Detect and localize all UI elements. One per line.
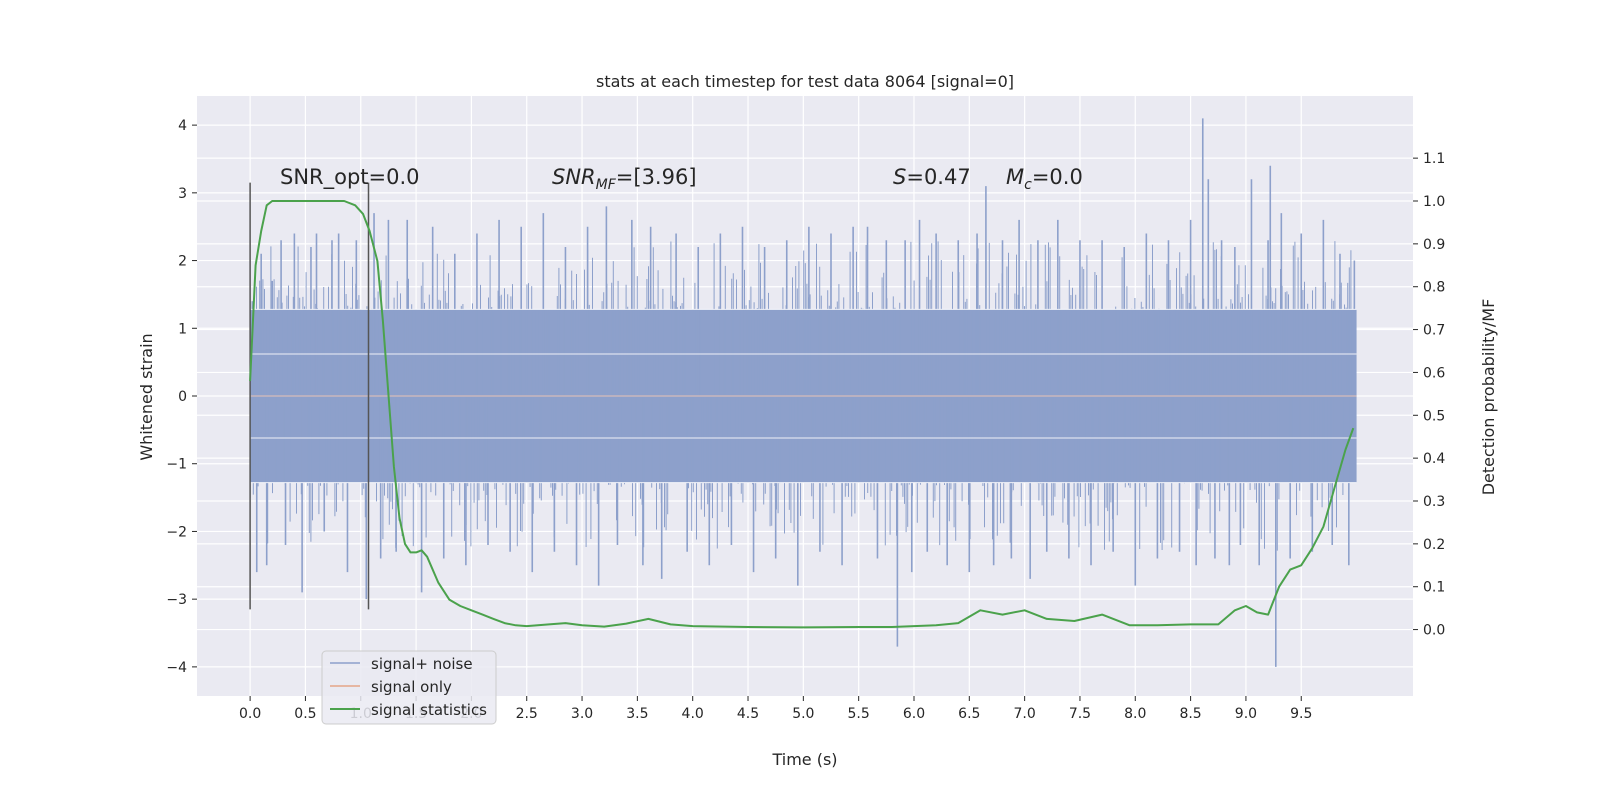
y-tick-label: −4	[166, 660, 187, 676]
y2-tick-label: 0.8	[1423, 280, 1445, 296]
x-tick-label: 4.5	[737, 706, 759, 722]
y2-tick-label: 0.9	[1423, 237, 1445, 253]
x-tick-label: 8.5	[1179, 706, 1201, 722]
y-axis-label: Whitened strain	[137, 333, 156, 460]
noise-series	[249, 118, 1357, 667]
x-tick-label: 9.5	[1290, 706, 1312, 722]
y2-tick-label: 1.1	[1423, 151, 1445, 167]
snr-mf-annotation: SNRMF=[3.96]	[552, 165, 697, 193]
snr-mf-value: =[3.96]	[616, 165, 697, 189]
x-tick-label: 6.5	[958, 706, 980, 722]
y2-axis-label: Detection probability/MF	[1479, 299, 1498, 496]
legend: signal+ noise signal only signal statist…	[321, 650, 497, 725]
snr-mf-sub: MF	[596, 177, 617, 193]
statistics-series	[249, 200, 1355, 629]
x-tick-label: 3.0	[571, 706, 593, 722]
legend-label-noise: signal+ noise	[371, 655, 473, 673]
y-tick-label: −3	[166, 592, 187, 608]
x-axis-label: Time (s)	[771, 750, 837, 769]
mc-sub: c	[1024, 177, 1032, 193]
y-tick-label: 0	[178, 389, 187, 405]
x-tick-label: 5.0	[792, 706, 814, 722]
y2-tick-label: 1.0	[1423, 194, 1445, 210]
x-tick-label: 0.5	[294, 706, 316, 722]
x-tick-label: 2.5	[516, 706, 538, 722]
s-annotation: S=0.47	[893, 165, 971, 189]
mc-annotation: Mc=0.0	[1006, 165, 1083, 193]
signal-statistics-line	[249, 200, 1355, 629]
y2-tick-label: 0.6	[1423, 365, 1445, 381]
s-value: =0.47	[906, 165, 970, 189]
y-tick-label: 2	[178, 254, 187, 270]
x-tick-label: 7.0	[1013, 706, 1035, 722]
x-tick-label: 4.0	[682, 706, 704, 722]
y-tick-label: −2	[166, 524, 187, 540]
y2-tick-label: 0.3	[1423, 494, 1445, 510]
y2-tick-label: 0.5	[1423, 408, 1445, 424]
y2-tick-label: 0.2	[1423, 537, 1445, 553]
legend-box	[321, 650, 497, 725]
x-tick-label: 0.0	[239, 706, 261, 722]
vertical-markers	[249, 182, 370, 610]
y2-tick-label: 0.0	[1423, 623, 1445, 639]
x-tick-label: 5.5	[848, 706, 870, 722]
y2-tick-label: 0.4	[1423, 451, 1445, 467]
y-tick-label: 4	[178, 118, 187, 134]
y2-axis-ticks: 1.1 1.0 0.9 0.8 0.7 0.6 0.5 0.4 0.3 0.2 0.1 0.0	[1413, 151, 1445, 639]
x-tick-label: 6.0	[903, 706, 925, 722]
y-tick-label: −1	[166, 457, 187, 473]
legend-label-signal: signal only	[371, 678, 452, 696]
mc-base: M	[1006, 165, 1024, 189]
y2-tick-label: 0.1	[1423, 580, 1445, 596]
x-tick-label: 7.5	[1069, 706, 1091, 722]
y2-tick-label: 0.7	[1423, 323, 1445, 339]
x-tick-label: 3.5	[626, 706, 648, 722]
mc-value: =0.0	[1032, 165, 1083, 189]
y-tick-label: 1	[178, 321, 187, 337]
y-axis-ticks: 4 3 2 1 0 −1 −2 −3 −4	[166, 118, 197, 676]
legend-label-stats: signal statistics	[371, 701, 487, 719]
s-symbol: S	[893, 165, 906, 189]
y-tick-label: 3	[178, 186, 187, 202]
x-tick-label: 8.0	[1124, 706, 1146, 722]
x-tick-label: 9.0	[1235, 706, 1257, 722]
snr-mf-base: SNR	[552, 165, 596, 189]
chart-title: stats at each timestep for test data 806…	[596, 72, 1014, 91]
snr-opt-annotation: SNR_opt=0.0	[280, 165, 420, 190]
